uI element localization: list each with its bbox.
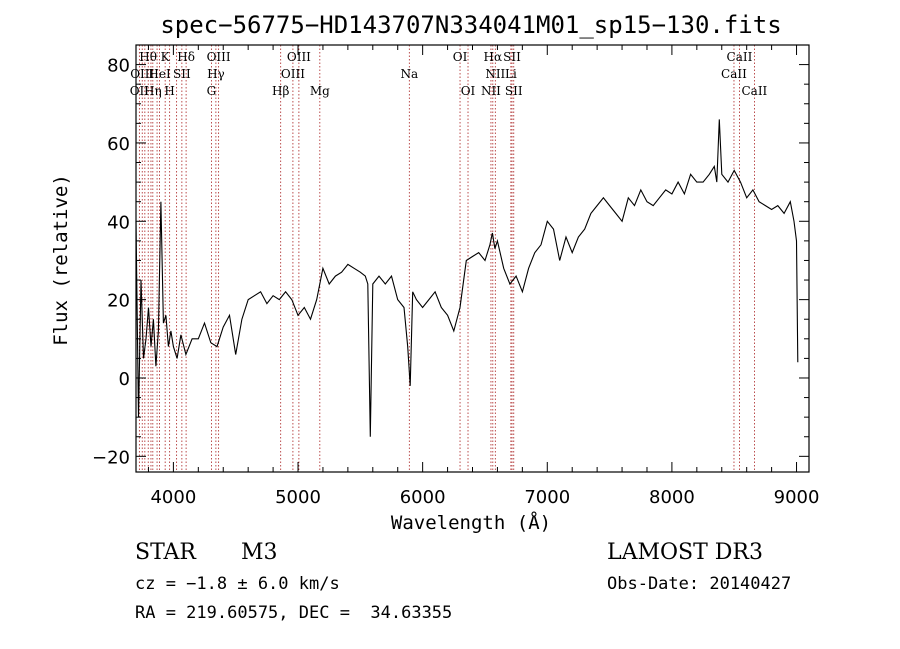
- survey-name: LAMOST DR3: [607, 540, 763, 565]
- spectral-line-label-11: SII: [173, 67, 191, 81]
- spectral-line-label-25: NII: [481, 84, 501, 98]
- y-axis: −20 0 20 40 60 80: [92, 56, 809, 468]
- spectral-line-label-22: Hβ: [272, 84, 289, 98]
- spectral-line-label-24: OI: [461, 84, 476, 98]
- spectral-line-label-8: CaII: [727, 50, 753, 64]
- spectral-line-label-10: HeI: [148, 67, 171, 81]
- x-tick-label-4: 8000: [649, 487, 695, 508]
- x-tick-label-1: 5000: [275, 487, 321, 508]
- spectral-line-label-18: OII: [130, 84, 150, 98]
- sky-coordinates: RA = 219.60575, DEC = 34.63355: [135, 603, 453, 623]
- spectral-line-label-2: Hδ: [177, 50, 195, 64]
- spectral-line-label-12: Hγ: [207, 67, 225, 81]
- x-tick-label-5: 9000: [774, 487, 820, 508]
- spectral-line-label-20: H: [164, 84, 174, 98]
- observation-date: Obs-Date: 20140427: [607, 574, 792, 594]
- y-tick-label-0: −20: [92, 447, 130, 468]
- spectral-line-label-19: Hη: [144, 84, 162, 98]
- y-tick-label-5: 80: [107, 56, 130, 77]
- spectral-line-label-23: Mg: [310, 84, 330, 98]
- spectral-line-label-16: Li: [505, 67, 517, 81]
- spectral-line-label-26: SII: [505, 84, 523, 98]
- spectral-line-label-1: K: [161, 50, 171, 64]
- object-subclass: M3: [241, 540, 278, 565]
- spectral-line-label-21: G: [207, 84, 217, 98]
- spectral-line-markers: [138, 45, 755, 472]
- spectral-line-label-14: Na: [400, 67, 418, 81]
- y-axis-label: Flux (relative): [50, 174, 72, 346]
- spectral-line-label-0: Hθ: [139, 50, 157, 64]
- x-axis: 4000 5000 6000 7000 8000 9000: [147, 45, 820, 508]
- object-class: STAR: [135, 540, 196, 565]
- x-tick-label-2: 6000: [400, 487, 446, 508]
- spectral-line-label-15: NII: [485, 67, 505, 81]
- x-tick-label-3: 7000: [524, 487, 570, 508]
- redshift-cz: cz = −1.8 ± 6.0 km/s: [135, 574, 340, 594]
- y-tick-label-4: 60: [107, 134, 130, 155]
- spectral-line-label-4: OIII: [287, 50, 311, 64]
- x-tick-label-0: 4000: [150, 487, 196, 508]
- x-axis-label: Wavelength (Å): [391, 511, 551, 534]
- spectral-line-label-7: SII: [503, 50, 521, 64]
- spectral-line-label-27: CaII: [741, 84, 767, 98]
- y-tick-label-1: 0: [119, 369, 130, 390]
- spectral-line-label-17: CaII: [721, 67, 747, 81]
- spectral-line-label-13: OIII: [281, 67, 305, 81]
- spectrum-line: [135, 119, 799, 437]
- chart-title: spec−56775−HD143707N334041M01_sp15−130.f…: [160, 11, 781, 39]
- spectral-line-label-3: OIII: [207, 50, 231, 64]
- plot-frame: [135, 44, 810, 473]
- y-tick-label-3: 40: [107, 212, 130, 233]
- spectral-line-label-6: Hα: [484, 50, 503, 64]
- spectral-line-label-5: OI: [453, 50, 468, 64]
- y-tick-label-2: 20: [107, 291, 130, 312]
